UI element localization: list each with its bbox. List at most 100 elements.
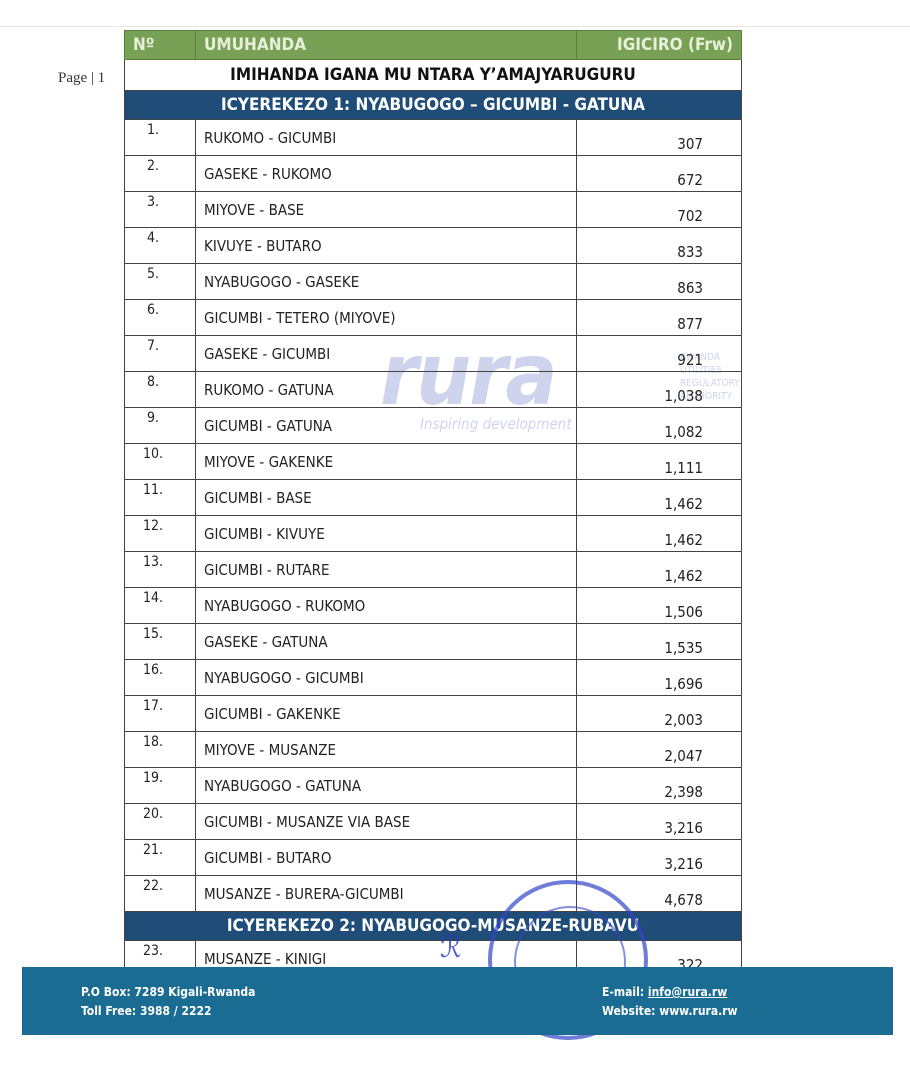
route-price: 672 bbox=[576, 155, 742, 192]
table-header-row: Nº UMUHANDA IGICIRO (Frw) bbox=[124, 30, 742, 60]
route-name: GASEKE - GICUMBI bbox=[195, 335, 577, 372]
table-row: 13. GICUMBI - RUTARE 1,462 bbox=[124, 551, 742, 588]
route-name: MIYOVE - GAKENKE bbox=[195, 443, 577, 480]
row-number: 21. bbox=[124, 839, 196, 876]
signature-mark: ℛ bbox=[440, 930, 462, 965]
row-number: 20. bbox=[124, 803, 196, 840]
table-row: 19. NYABUGOGO - GATUNA 2,398 bbox=[124, 767, 742, 804]
table-row: 4. KIVUYE - BUTARO 833 bbox=[124, 227, 742, 264]
row-number: 2. bbox=[124, 155, 196, 192]
route-price: 1,462 bbox=[576, 479, 742, 516]
row-number: 8. bbox=[124, 371, 196, 408]
table-title-row: IMIHANDA IGANA MU NTARA Y’AMAJYARUGURU bbox=[124, 59, 742, 91]
route-price: 2,047 bbox=[576, 731, 742, 768]
section-header-row: ICYEREKEZO 1: NYABUGOGO – GICUMBI - GATU… bbox=[124, 90, 742, 120]
route-name: GICUMBI - TETERO (MIYOVE) bbox=[195, 299, 577, 336]
table-row: 14. NYABUGOGO - RUKOMO 1,506 bbox=[124, 587, 742, 624]
route-name: NYABUGOGO - GASEKE bbox=[195, 263, 577, 300]
route-name: GICUMBI - KIVUYE bbox=[195, 515, 577, 552]
route-price: 3,216 bbox=[576, 839, 742, 876]
row-number: 5. bbox=[124, 263, 196, 300]
route-name: RUKOMO - GICUMBI bbox=[195, 119, 577, 156]
route-price: 702 bbox=[576, 191, 742, 228]
table-row: 16. NYABUGOGO - GICUMBI 1,696 bbox=[124, 659, 742, 696]
page-top-border bbox=[0, 26, 910, 27]
row-number: 22. bbox=[124, 875, 196, 912]
table-row: 17. GICUMBI - GAKENKE 2,003 bbox=[124, 695, 742, 732]
route-price: 1,038 bbox=[576, 371, 742, 408]
route-name: GASEKE - RUKOMO bbox=[195, 155, 577, 192]
route-price: 877 bbox=[576, 299, 742, 336]
route-price: 1,506 bbox=[576, 587, 742, 624]
route-name: GASEKE - GATUNA bbox=[195, 623, 577, 660]
row-number: 17. bbox=[124, 695, 196, 732]
row-number: 19. bbox=[124, 767, 196, 804]
table-row: 8. RUKOMO - GATUNA 1,038 bbox=[124, 371, 742, 408]
row-number: 13. bbox=[124, 551, 196, 588]
route-name: KIVUYE - BUTARO bbox=[195, 227, 577, 264]
row-number: 1. bbox=[124, 119, 196, 156]
table-row: 18. MIYOVE - MUSANZE 2,047 bbox=[124, 731, 742, 768]
table-row: 10. MIYOVE - GAKENKE 1,111 bbox=[124, 443, 742, 480]
route-price: 1,462 bbox=[576, 515, 742, 552]
row-number: 7. bbox=[124, 335, 196, 372]
header-number: Nº bbox=[124, 30, 196, 60]
route-name: NYABUGOGO - GATUNA bbox=[195, 767, 577, 804]
header-route: UMUHANDA bbox=[195, 30, 577, 60]
row-number: 3. bbox=[124, 191, 196, 228]
row-number: 12. bbox=[124, 515, 196, 552]
table-row: 22. MUSANZE - BURERA-GICUMBI 4,678 bbox=[124, 875, 742, 912]
header-price: IGICIRO (Frw) bbox=[576, 30, 742, 60]
footer-po-box: P.O Box: 7289 Kigali-Rwanda bbox=[81, 985, 256, 999]
route-price: 1,462 bbox=[576, 551, 742, 588]
route-name: MIYOVE - BASE bbox=[195, 191, 577, 228]
route-name: MIYOVE - MUSANZE bbox=[195, 731, 577, 768]
route-price: 1,111 bbox=[576, 443, 742, 480]
section-title: ICYEREKEZO 1: NYABUGOGO – GICUMBI - GATU… bbox=[124, 90, 742, 120]
route-price: 1,696 bbox=[576, 659, 742, 696]
route-name: GICUMBI - GATUNA bbox=[195, 407, 577, 444]
route-name: GICUMBI - BASE bbox=[195, 479, 577, 516]
fares-table: Nº UMUHANDA IGICIRO (Frw) IMIHANDA IGANA… bbox=[124, 30, 742, 977]
table-row: 21. GICUMBI - BUTARO 3,216 bbox=[124, 839, 742, 876]
table-row: 6. GICUMBI - TETERO (MIYOVE) 877 bbox=[124, 299, 742, 336]
footer-website-link[interactable]: www.rura.rw bbox=[659, 1004, 738, 1018]
section-header-row: ICYEREKEZO 2: NYABUGOGO-MUSANZE-RUBAVU bbox=[124, 911, 742, 941]
route-name: GICUMBI - RUTARE bbox=[195, 551, 577, 588]
route-price: 921 bbox=[576, 335, 742, 372]
footer-email-link[interactable]: info@rura.rw bbox=[647, 985, 728, 999]
row-number: 4. bbox=[124, 227, 196, 264]
row-number: 15. bbox=[124, 623, 196, 660]
footer-website-label: Website: bbox=[602, 1004, 660, 1018]
route-price: 1,082 bbox=[576, 407, 742, 444]
table-title: IMIHANDA IGANA MU NTARA Y’AMAJYARUGURU bbox=[124, 59, 742, 91]
route-name: GICUMBI - MUSANZE VIA BASE bbox=[195, 803, 577, 840]
table-row: 15. GASEKE - GATUNA 1,535 bbox=[124, 623, 742, 660]
route-price: 1,535 bbox=[576, 623, 742, 660]
footer-toll-free: Toll Free: 3988 / 2222 bbox=[81, 1004, 212, 1018]
table-row: 11. GICUMBI - BASE 1,462 bbox=[124, 479, 742, 516]
row-number: 6. bbox=[124, 299, 196, 336]
route-name: GICUMBI - BUTARO bbox=[195, 839, 577, 876]
section-title: ICYEREKEZO 2: NYABUGOGO-MUSANZE-RUBAVU bbox=[124, 911, 742, 941]
table-row: 7. GASEKE - GICUMBI 921 bbox=[124, 335, 742, 372]
route-price: 833 bbox=[576, 227, 742, 264]
row-number: 10. bbox=[124, 443, 196, 480]
table-row: 5. NYABUGOGO - GASEKE 863 bbox=[124, 263, 742, 300]
route-price: 3,216 bbox=[576, 803, 742, 840]
route-name: NYABUGOGO - GICUMBI bbox=[195, 659, 577, 696]
table-row: 3. MIYOVE - BASE 702 bbox=[124, 191, 742, 228]
table-row: 1. RUKOMO - GICUMBI 307 bbox=[124, 119, 742, 156]
row-number: 14. bbox=[124, 587, 196, 624]
route-price: 2,398 bbox=[576, 767, 742, 804]
route-name: NYABUGOGO - RUKOMO bbox=[195, 587, 577, 624]
route-price: 863 bbox=[576, 263, 742, 300]
table-row: 9. GICUMBI - GATUNA 1,082 bbox=[124, 407, 742, 444]
route-price: 2,003 bbox=[576, 695, 742, 732]
row-number: 16. bbox=[124, 659, 196, 696]
row-number: 11. bbox=[124, 479, 196, 516]
row-number: 9. bbox=[124, 407, 196, 444]
footer-email-label: E-mail: bbox=[602, 985, 648, 999]
table-row: 20. GICUMBI - MUSANZE VIA BASE 3,216 bbox=[124, 803, 742, 840]
route-price: 307 bbox=[576, 119, 742, 156]
